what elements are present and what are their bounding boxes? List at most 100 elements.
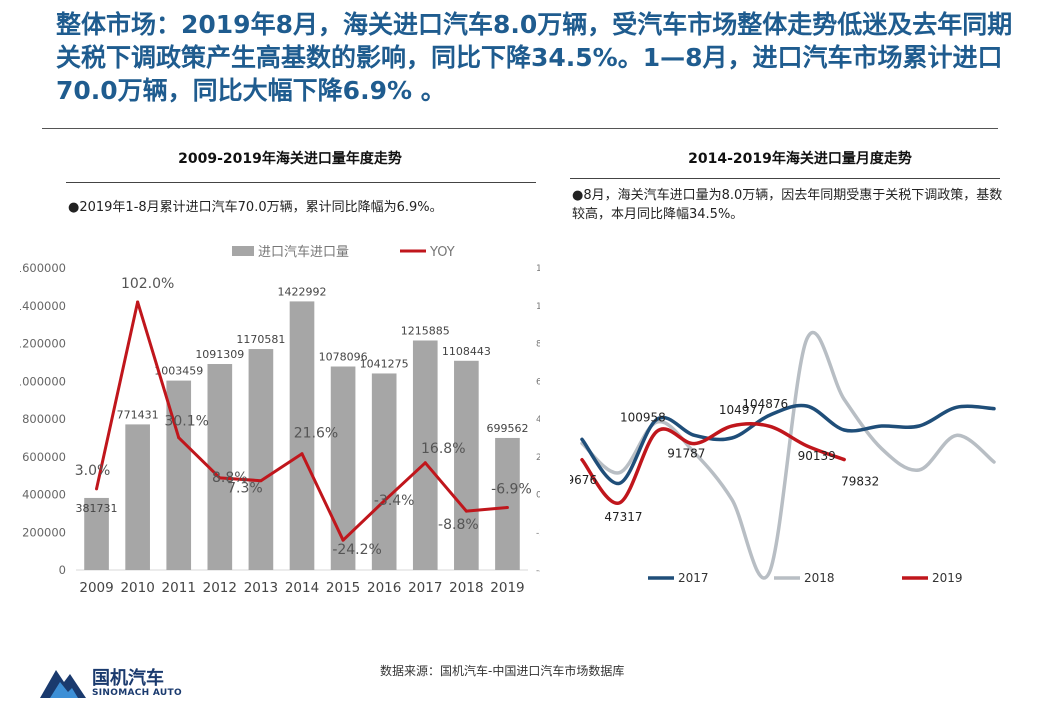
right-axis-tick: 80% — [536, 340, 540, 350]
left-axis-tick: 600000 — [22, 450, 66, 464]
annual-chart: 进口汽车进口量 YOY 0 200000 400000 600000 800000 10000… — [20, 244, 540, 596]
monthly-point-2017-8 — [843, 429, 846, 431]
yoy-point-2015 — [341, 538, 345, 542]
legend-label-2018: 2018 — [804, 571, 835, 585]
bar-value-label: 1078096 — [319, 351, 368, 364]
page-headline: 整体市场：2019年8月，海关进口汽车8.0万辆，受汽车市场整体走势低迷及去年同… — [56, 10, 1013, 105]
x-tick-2012: 2012 — [203, 580, 237, 596]
bar-2015 — [330, 366, 356, 570]
monthly-value-label-2019: 47317 — [604, 510, 642, 524]
bar-2014 — [289, 301, 315, 570]
monthly-point-2018-2 — [618, 471, 621, 474]
annual-chart-title: 2009-2019年海关进口量年度走势 — [178, 151, 402, 167]
monthly-point-2017-2 — [618, 482, 621, 485]
right-axis-tick: 100% — [536, 302, 540, 312]
monthly-point-2017-9 — [880, 425, 883, 427]
right-axis-tick: 120% — [536, 264, 540, 274]
monthly-value-label-2019: 90139 — [798, 449, 836, 463]
bar-value-label: 1108443 — [442, 345, 491, 358]
yoy-point-2012 — [218, 476, 222, 480]
left-axis-tick: 1400000 — [20, 299, 66, 313]
monthly-point-2018-6 — [768, 571, 771, 574]
bar-2017 — [412, 340, 438, 570]
yoy-point-2019 — [505, 506, 509, 510]
yoy-value-label: 30.1% — [164, 414, 208, 430]
x-tick-2010: 2010 — [120, 580, 154, 596]
yoy-value-label: -8.8% — [438, 517, 479, 533]
yoy-value-label: 16.8% — [421, 441, 465, 457]
headline-divider — [42, 128, 998, 129]
monthly-point-2018-4 — [693, 451, 696, 454]
bar-2010 — [125, 424, 150, 570]
right-axis-tick: 60% — [536, 377, 540, 387]
bar-value-label: 1003459 — [154, 365, 203, 378]
monthly-point-2017-5 — [730, 437, 733, 439]
yoy-point-2011 — [177, 436, 181, 440]
yoy-point-2016 — [382, 499, 386, 503]
left-axis-tick: 1600000 — [20, 261, 66, 275]
yoy-point-2013 — [259, 479, 263, 483]
logo-name: 国机汽车 — [92, 668, 164, 689]
monthly-point-2019-7 — [805, 444, 808, 447]
right-axis-tick: 0% — [536, 491, 540, 501]
monthly-point-2019-1 — [581, 458, 583, 461]
monthly-chart-title: 2014-2019年海关进口量月度走势 — [688, 151, 912, 167]
bar-2018 — [454, 360, 479, 570]
left-axis-tick: 1200000 — [20, 337, 66, 351]
legend-label-2019: 2019 — [932, 571, 963, 585]
yoy-value-label: -6.9% — [491, 482, 532, 498]
annual-chart-divider — [66, 182, 536, 183]
legend-swatch-import — [232, 246, 254, 256]
monthly-point-2017-10 — [918, 425, 921, 427]
x-tick-2013: 2013 — [244, 580, 278, 596]
yoy-value-label: 102.0% — [121, 276, 174, 292]
x-tick-2017: 2017 — [408, 580, 442, 596]
bar-2019 — [495, 437, 520, 570]
left-axis-tick: 800000 — [22, 412, 66, 426]
x-tick-2009: 2009 — [79, 580, 113, 596]
monthly-value-label-2019: 100958 — [620, 410, 666, 424]
yoy-point-2009 — [95, 487, 99, 491]
monthly-point-2017-3 — [655, 418, 658, 421]
monthly-point-2018-11 — [955, 434, 958, 437]
right-axis-tick: 20% — [536, 453, 540, 463]
bar-value-label: 699562 — [486, 422, 528, 435]
bar-value-label: 1422992 — [278, 285, 327, 298]
bar-value-label: 771431 — [117, 408, 159, 421]
monthly-point-2017-4 — [693, 434, 696, 437]
yoy-value-label: 7.3% — [227, 481, 263, 497]
annual-chart-note: ●2019年1-8月累计进口汽车70.0万辆，累计同比降幅为6.9%。 — [68, 200, 443, 215]
monthly-point-2018-10 — [918, 469, 921, 471]
x-tick-2016: 2016 — [367, 580, 401, 596]
bar-value-label: 1091309 — [195, 348, 244, 361]
bar-2013 — [248, 349, 274, 570]
bar-2009 — [84, 497, 109, 570]
yoy-value-label: 8.8% — [212, 470, 248, 486]
bar-value-label: 1041275 — [360, 357, 409, 370]
legend-label-yoy: YOY — [429, 245, 455, 260]
monthly-point-2018-7 — [805, 338, 808, 341]
legend-label-import: 进口汽车进口量 — [258, 244, 349, 260]
x-tick-2014: 2014 — [285, 580, 319, 596]
monthly-chart-note: ●8月，海关汽车进口量为8.0万辆，因去年同期受惠于关税下调政策，基数较高，本月… — [572, 188, 1003, 222]
monthly-point-2017-11 — [955, 406, 958, 409]
monthly-point-2019-2 — [618, 501, 621, 504]
yoy-point-2017 — [423, 461, 427, 465]
bar-2012 — [207, 364, 233, 570]
yoy-value-label: -3.4% — [374, 493, 415, 509]
left-axis-tick: 0 — [59, 563, 66, 577]
monthly-value-label-2019: 79676 — [570, 473, 597, 487]
bar-2016 — [371, 373, 397, 570]
monthly-point-2019-6 — [768, 425, 771, 428]
monthly-chart-divider — [570, 178, 1000, 179]
monthly-point-2017-7 — [805, 405, 808, 407]
x-tick-2018: 2018 — [449, 580, 483, 596]
monthly-point-2018-8 — [843, 398, 846, 401]
monthly-point-2017-6 — [768, 414, 771, 417]
monthly-point-2019-5 — [730, 425, 733, 428]
logo-subtitle: SINOMACH AUTO — [92, 688, 182, 698]
yoy-point-2010 — [136, 300, 140, 304]
yoy-value-label: -24.2% — [332, 542, 382, 558]
right-axis-tick: 40% — [536, 415, 540, 425]
bar-value-label: 381731 — [76, 502, 118, 515]
